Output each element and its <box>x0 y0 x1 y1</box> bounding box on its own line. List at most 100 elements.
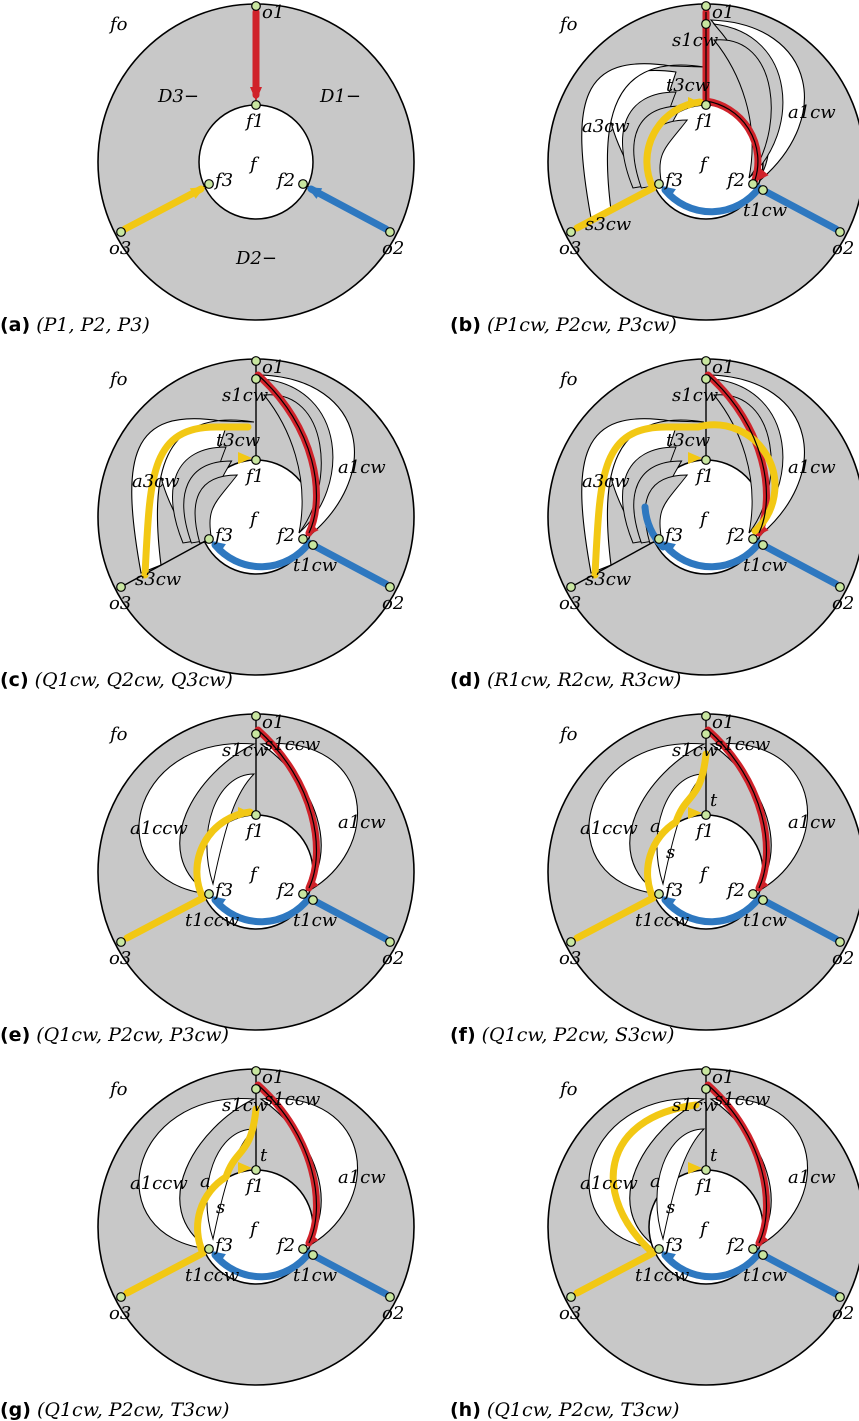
vertex-f1 <box>701 455 711 465</box>
label-f3: f3 <box>213 880 233 901</box>
caption-math: (Q1cw, P2cw, S3cw) <box>481 1024 675 1046</box>
path-red-core <box>707 729 768 889</box>
vertex-o1 <box>251 711 261 721</box>
vertex-t1cw <box>758 185 768 195</box>
label-f1: f1 <box>694 111 714 132</box>
caption-tag: (b) <box>450 314 481 336</box>
label-f2: f2 <box>275 525 295 546</box>
vertex-o2 <box>385 1292 395 1302</box>
vertex-o3 <box>116 1292 126 1302</box>
vertex-t1cw <box>308 1250 318 1260</box>
vertex-o3 <box>116 937 126 947</box>
gray-finger <box>263 394 322 534</box>
vertex-o3 <box>566 582 576 592</box>
path-blue <box>661 1249 840 1298</box>
path-yellow <box>123 1105 260 1297</box>
vertex-o3 <box>116 582 126 592</box>
label-s1ccw: s1ccw <box>264 1089 321 1110</box>
label-t1ccw: t1ccw <box>635 910 690 931</box>
vertex-o1 <box>701 1 711 11</box>
label-a1: a1cw <box>338 1167 386 1188</box>
label-t1ccw: t1ccw <box>635 1265 690 1286</box>
label-a3: a3cw <box>582 471 630 492</box>
label-o2: o2 <box>382 948 404 969</box>
vertex-s1cw <box>701 729 711 739</box>
vertex-t1cw <box>758 1250 768 1260</box>
vertex-o1 <box>251 1 261 11</box>
label-s3: s3cw <box>135 569 182 590</box>
path-yellow <box>141 423 252 579</box>
label-o1: o1 <box>262 1067 284 1088</box>
vertex-f3 <box>654 534 664 544</box>
vertex-o2 <box>835 937 845 947</box>
path-blue <box>661 184 840 233</box>
label-o3: o3 <box>109 948 131 969</box>
label-t1: t1cw <box>293 1265 338 1286</box>
arrow-red <box>305 877 319 892</box>
label-fo: fo <box>558 1079 578 1100</box>
arrow-blue <box>661 896 676 909</box>
white-region-a1ccw <box>588 743 707 895</box>
label-s1: s1cw <box>672 1095 719 1116</box>
arrow-yellow <box>238 452 252 464</box>
label-s1ccw: s1ccw <box>714 734 771 755</box>
label-d3: D3− <box>157 86 199 107</box>
label-a: a <box>200 1171 211 1192</box>
path-yellow-arc <box>694 421 779 535</box>
vertex-f1 <box>701 1165 711 1175</box>
vertex-f1 <box>701 810 711 820</box>
label-f1: f1 <box>694 1176 714 1197</box>
label-a1: a1cw <box>788 812 836 833</box>
vertex-f2 <box>298 179 308 189</box>
arrow-yellow <box>688 97 702 109</box>
vertex-f3 <box>654 889 664 899</box>
vertex-f3 <box>204 534 214 544</box>
caption-math: (Q1cw, P2cw, T3cw) <box>36 1399 230 1421</box>
label-s: s <box>666 842 675 863</box>
vertex-t1cw <box>308 540 318 550</box>
label-s1ccw: s1ccw <box>714 1089 771 1110</box>
small-lobe <box>656 1128 706 1241</box>
vertex-f1 <box>251 810 261 820</box>
label-o3: o3 <box>559 1303 581 1324</box>
label-f3: f3 <box>663 170 683 191</box>
label-f3: f3 <box>663 880 683 901</box>
label-f2: f2 <box>275 170 295 191</box>
label-fo: fo <box>108 724 128 745</box>
caption-a: (a) (P1, P2, P3) <box>0 314 150 336</box>
label-a: a <box>650 1171 661 1192</box>
panel-h: fo o1 o2 o3 f1 f2 f3 f s1cw t1cw a1cw s1ccw t1ccw a1c… <box>450 1065 859 1421</box>
label-t: t <box>710 1145 718 1166</box>
label-o2: o2 <box>832 593 854 614</box>
label-f1: f1 <box>694 821 714 842</box>
label-a1: a1cw <box>338 812 386 833</box>
path-yellow <box>573 750 710 942</box>
arrow-red <box>250 87 262 101</box>
caption-math: (P1, P2, P3) <box>36 314 150 336</box>
vertex-o2 <box>385 227 395 237</box>
path-blue-arc <box>641 503 667 551</box>
label-s1: s1cw <box>672 740 719 761</box>
label-t1: t1cw <box>743 200 788 221</box>
label-o3: o3 <box>109 593 131 614</box>
label-a1ccw: a1ccw <box>580 818 638 839</box>
vertex-f2 <box>748 889 758 899</box>
path-red-core <box>257 729 318 889</box>
arrow-blue <box>307 187 323 199</box>
vertex-s1cw <box>701 374 711 384</box>
vertex-s1cw <box>251 729 261 739</box>
vertex-s1cw <box>251 374 261 384</box>
label-t1: t1cw <box>743 1265 788 1286</box>
label-f1: f1 <box>694 466 714 487</box>
path-yellow <box>123 808 254 942</box>
vertex-o3 <box>566 1292 576 1302</box>
path-red-core <box>705 12 759 181</box>
small-lobe <box>206 773 256 886</box>
vertex-o3 <box>566 227 576 237</box>
label-f3: f3 <box>663 525 683 546</box>
caption-b: (b) (P1cw, P2cw, P3cw) <box>450 314 677 336</box>
vertex-f2 <box>748 534 758 544</box>
label-f1: f1 <box>244 1176 264 1197</box>
